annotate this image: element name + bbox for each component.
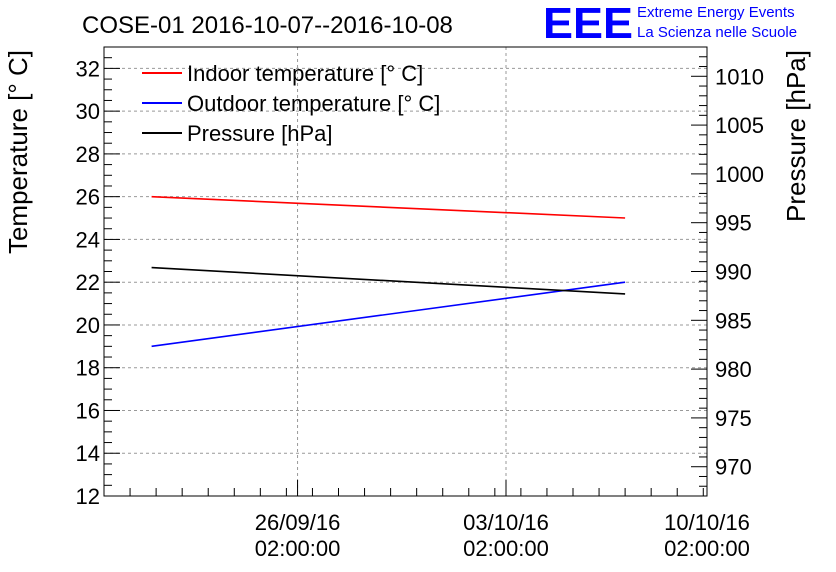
x-tick-label-time: 02:00:00 <box>255 536 341 561</box>
y2-tick-label: 1005 <box>715 113 764 138</box>
left-axis: 12 14 16 18 20 22 24 26 28 30 32 <box>76 46 120 509</box>
y2-tick-label: 995 <box>715 211 752 236</box>
y-tick-label: 16 <box>76 398 100 423</box>
series-lines <box>151 195 626 348</box>
grid <box>104 47 707 496</box>
series-line-3 <box>151 266 626 295</box>
y-tick-label: 24 <box>76 227 100 252</box>
y2-axis-label: Pressure [hPa] <box>781 50 811 222</box>
y2-tick-label: 985 <box>715 308 752 333</box>
logo-mark: EEE <box>543 0 633 44</box>
y-tick-label: 28 <box>76 142 100 167</box>
y-tick-label: 12 <box>76 484 100 509</box>
y2-tick-label: 975 <box>715 406 752 431</box>
eee-logo: EEE <box>543 0 633 44</box>
series-line-2 <box>151 281 626 348</box>
y2-tick-label: 1010 <box>715 64 764 89</box>
y-axis-label: Temperature [° C] <box>3 50 33 254</box>
right-axis: 970 975 980 985 990 995 1000 1005 1010 <box>691 56 764 487</box>
y2-tick-label: 990 <box>715 260 752 285</box>
x-tick-label-date: 26/09/16 <box>255 510 341 535</box>
y-tick-label: 26 <box>76 185 100 210</box>
y-tick-label: 14 <box>76 441 100 466</box>
y-tick-label: 18 <box>76 356 100 381</box>
x-axis: 26/09/1602:00:0003/10/1602:00:0010/10/16… <box>129 480 750 561</box>
y2-tick-label: 970 <box>715 455 752 480</box>
x-tick-label-date: 10/10/16 <box>664 510 750 535</box>
x-tick-label-time: 02:00:00 <box>463 536 549 561</box>
legend-label: Indoor temperature [° C] <box>187 61 423 86</box>
logo-text: Extreme Energy Events La Scienza nelle S… <box>637 3 797 43</box>
y2-tick-label: 980 <box>715 357 752 382</box>
logo-line-1: Extreme Energy Events <box>637 4 795 21</box>
legend-label: Outdoor temperature [° C] <box>187 91 440 116</box>
y-tick-label: 32 <box>76 56 100 81</box>
y-tick-label: 20 <box>76 313 100 338</box>
x-tick-label-time: 02:00:00 <box>664 536 750 561</box>
y2-tick-label: 1000 <box>715 162 764 187</box>
legend-label: Pressure [hPa] <box>187 121 333 146</box>
x-tick-label-date: 03/10/16 <box>463 510 549 535</box>
legend: Indoor temperature [° C] Outdoor temperat… <box>142 61 440 146</box>
chart-title: COSE-01 2016-10-07--2016-10-08 <box>82 12 453 39</box>
series-line-1 <box>151 195 626 219</box>
y-tick-label: 30 <box>76 99 100 124</box>
y-tick-label: 22 <box>76 270 100 295</box>
logo-line-2: La Scienza nelle Scuole <box>637 24 798 41</box>
